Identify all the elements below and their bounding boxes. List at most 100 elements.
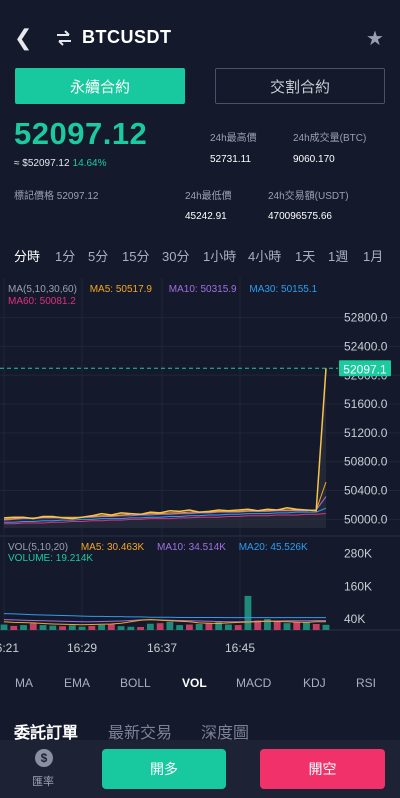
volume-tick-label: 40K [344, 612, 365, 626]
volume-bar [49, 625, 57, 630]
volume-ma5-line [3, 619, 327, 626]
ma5-value: MA5: 50517.9 [89, 284, 152, 295]
approx-usd: ≈ $52097.12 [14, 158, 70, 169]
current-price-label: 52097.1 [343, 362, 387, 376]
volume-bar [98, 624, 105, 630]
ma10-value: MA10: 50315.9 [168, 284, 237, 295]
ma60-value: MA60: 50081.2 [8, 296, 76, 307]
time-tick-label: 16:29 [67, 641, 97, 655]
amount-24h-value: 470096575.66 [268, 211, 332, 222]
change-percent: 14.64% [72, 158, 107, 169]
price-tick-label: 52400.0 [344, 339, 388, 353]
tab-depth[interactable]: 深度圖 [201, 725, 250, 742]
indicator-tab-vol[interactable]: VOL [182, 676, 207, 690]
vol-ma20-value: MA20: 45.526K [238, 542, 308, 553]
volume-bar [20, 625, 27, 630]
vol-legend: VOL(5,10,20) MA5: 30.463K MA10: 34.514K … [8, 542, 308, 553]
indicator-tabs: MA EMA BOLL VOL MACD KDJ RSI [0, 676, 400, 696]
volume-bar [244, 595, 252, 630]
ma60-line [4, 513, 327, 525]
ma60-legend: MA60: 50081.2 [8, 296, 76, 307]
volume-24h-value: 9060.170 [293, 154, 335, 165]
volume-bar [39, 625, 47, 630]
interval-tab[interactable]: 15分 [122, 249, 150, 264]
indicator-tab-rsi[interactable]: RSI [356, 676, 377, 690]
last-price: 52097.12 [14, 116, 148, 151]
price-line [3, 368, 327, 520]
volume-bar [156, 623, 164, 630]
volume-bar [59, 626, 66, 630]
volume-bar [303, 621, 310, 630]
volume-bar [127, 626, 135, 630]
time-tick-label: 16:45 [225, 641, 255, 655]
swap-icon[interactable] [54, 28, 74, 48]
price-tick-label: 51600.0 [344, 397, 388, 411]
price-tick-label: 50400.0 [344, 484, 388, 498]
vol-ma10-value: MA10: 34.514K [156, 542, 226, 553]
interval-tab[interactable]: 1小時 [203, 249, 237, 264]
price-area [4, 368, 326, 528]
exchange-rate-label[interactable]: 匯率 [32, 776, 54, 788]
price-tick-label: 51200.0 [344, 426, 388, 440]
tab-delivery[interactable]: 交割合約 [215, 68, 385, 104]
interval-tab[interactable]: 1分 [55, 249, 76, 264]
volume-24h-label: 24h成交量(BTC) [293, 133, 367, 144]
tab-orders[interactable]: 委託訂單 [14, 725, 79, 742]
volume-bar [88, 625, 96, 630]
star-icon[interactable]: ★ [366, 28, 384, 50]
volume-bar [254, 620, 262, 630]
volume-bar [293, 622, 301, 630]
price-tick-label: 52800.0 [344, 311, 388, 325]
interval-tab[interactable]: 1月 [363, 249, 384, 264]
volume-bar [166, 621, 174, 630]
indicator-tab-ema[interactable]: EMA [64, 676, 91, 690]
vol-ma5-value: MA5: 30.463K [80, 542, 145, 553]
indicator-tab-kdj[interactable]: KDJ [303, 676, 326, 690]
volume-legend: VOLUME: 19.214K [8, 553, 93, 564]
price-tick-label: 50800.0 [344, 455, 388, 469]
volume-bar [273, 621, 281, 630]
volume-bar [137, 627, 145, 630]
tab-perpetual[interactable]: 永續合約 [15, 68, 185, 104]
volume-value: VOLUME: 19.214K [8, 553, 94, 564]
tab-trades[interactable]: 最新交易 [108, 725, 173, 742]
volume-tick-label: 280K [344, 547, 372, 561]
price-tick-label: 50000.0 [344, 512, 388, 526]
volume-bar [322, 624, 330, 630]
interval-tab[interactable]: 1天 [295, 249, 316, 264]
volume-bar [234, 625, 242, 630]
time-tick-label: 16:21 [0, 641, 19, 655]
high-24h-label: 24h最高價 [210, 133, 257, 144]
volume-bar [68, 625, 76, 630]
open-short-button[interactable]: 開空 [260, 749, 385, 789]
interval-tab[interactable]: 5分 [88, 249, 109, 264]
indicator-tab-ma[interactable]: MA [15, 676, 33, 690]
volume-bar [215, 621, 223, 630]
dollar-icon[interactable]: $ [35, 749, 53, 767]
mark-price: 標記價格 52097.12 [14, 191, 99, 202]
volume-bar [146, 623, 154, 630]
volume-bar [225, 624, 232, 630]
ma-legend: MA(5,10,30,60) MA5: 50517.9 MA10: 50315.… [8, 284, 317, 295]
interval-tabs: 分時 1分 5分 15分 30分 1小時 4小時 1天 1週 1月 [0, 246, 400, 268]
pair-title[interactable]: BTCUSDT [82, 27, 172, 47]
indicator-tab-boll[interactable]: BOLL [120, 676, 151, 690]
amount-24h-label: 24h交易額(USDT) [268, 191, 349, 202]
interval-tab[interactable]: 1週 [328, 249, 349, 264]
volume-bar [185, 624, 193, 630]
back-arrow-icon[interactable]: ❮ [14, 25, 33, 50]
volume-bar [0, 624, 8, 630]
interval-tab[interactable]: 30分 [162, 249, 190, 264]
high-24h-value: 52731.11 [210, 154, 251, 165]
open-long-button[interactable]: 開多 [102, 749, 226, 789]
volume-bar [78, 626, 86, 630]
interval-tab[interactable]: 4小時 [248, 249, 282, 264]
volume-bar [107, 624, 115, 630]
ma30-value: MA30: 50155.1 [249, 284, 318, 295]
volume-bar [195, 624, 203, 630]
interval-tab[interactable]: 分時 [14, 249, 41, 264]
volume-bar [205, 623, 213, 630]
indicator-tab-macd[interactable]: MACD [236, 676, 272, 690]
low-24h-value: 45242.91 [185, 211, 227, 222]
price-chart[interactable]: 52800.052400.052000.051600.051200.050800… [0, 278, 400, 660]
